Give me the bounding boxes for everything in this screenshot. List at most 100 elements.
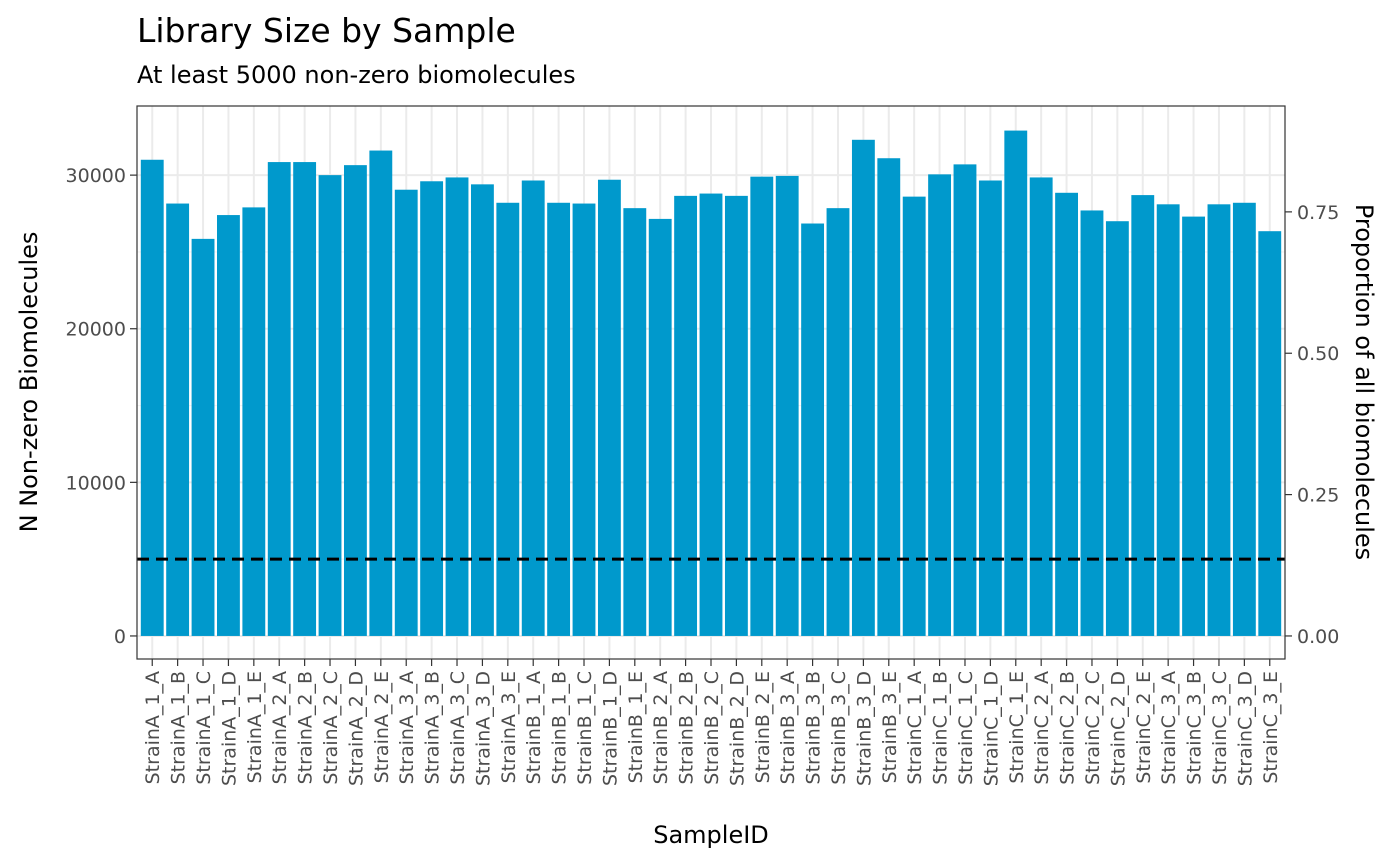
y2-tick-label: 0.25: [1297, 485, 1339, 507]
bar: [1105, 221, 1129, 636]
x-tick-label: StrainC_3_B: [1184, 671, 1206, 785]
x-tick-label: StrainA_3_E: [498, 671, 520, 783]
bar: [191, 238, 215, 636]
x-tick-label: StrainC_3_D: [1234, 671, 1256, 786]
x-tick-label: StrainA_2_C: [320, 671, 342, 785]
x-tick-label: StrainB_2_B: [676, 671, 698, 784]
x-tick-label: StrainA_1_B: [168, 671, 190, 784]
x-tick-label: StrainC_3_E: [1260, 671, 1282, 784]
bars: [140, 130, 1282, 636]
bar: [699, 193, 723, 636]
y2-tick-label: 0.00: [1297, 626, 1339, 648]
bar: [547, 202, 571, 636]
x-tick-label: StrainA_1_C: [193, 671, 215, 785]
x-tick-label: StrainB_1_B: [549, 671, 571, 784]
bar: [902, 196, 926, 636]
x-tick-label: StrainA_3_C: [447, 671, 469, 785]
x-tick-label: StrainC_1_C: [955, 671, 977, 785]
bar: [318, 175, 342, 636]
y-tick-label: 30000: [66, 165, 126, 187]
bar: [750, 176, 774, 636]
bar: [724, 195, 748, 636]
x-tick-label: StrainC_1_E: [1006, 671, 1028, 784]
x-tick-label: StrainC_3_C: [1209, 671, 1231, 785]
y-axis-right: 0.00 0.25 0.50 0.75: [1285, 202, 1339, 648]
x-tick-label: StrainB_1_A: [523, 671, 545, 784]
x-tick-label: StrainC_3_A: [1158, 671, 1180, 785]
bar: [420, 181, 444, 636]
bar: [953, 164, 977, 636]
bar: [166, 203, 190, 636]
x-tick-label: StrainB_3_E: [879, 671, 901, 783]
y-axis-left: 0 10000 20000 30000: [66, 165, 137, 648]
y2-tick-label: 0.50: [1297, 343, 1339, 365]
x-tick-label: StrainB_2_C: [701, 671, 723, 785]
bar: [775, 175, 799, 636]
bar: [1232, 202, 1256, 636]
bar: [1131, 195, 1155, 636]
bar: [470, 184, 494, 636]
bar: [1258, 231, 1282, 636]
x-tick-label: StrainA_1_D: [218, 671, 240, 786]
y-tick-label: 10000: [66, 472, 126, 494]
bar: [242, 207, 266, 636]
bar: [293, 162, 317, 636]
bar: [1029, 177, 1053, 636]
x-tick-label: StrainB_3_A: [777, 671, 799, 784]
chart-title: Library Size by Sample: [137, 11, 516, 50]
x-tick-label: StrainA_2_B: [295, 671, 317, 784]
x-tick-label: StrainC_1_D: [980, 671, 1002, 786]
bar: [928, 174, 952, 636]
bar: [877, 158, 901, 636]
bar: [597, 179, 621, 636]
y-tick-label: 0: [114, 626, 126, 648]
bar: [521, 180, 545, 636]
x-tick-label: StrainC_2_B: [1057, 671, 1079, 785]
x-tick-label: StrainB_1_C: [574, 671, 596, 785]
x-tick-label: StrainA_2_E: [371, 671, 393, 783]
bar: [978, 180, 1002, 636]
x-tick-label: StrainB_2_A: [650, 671, 672, 784]
x-tick-label: StrainA_3_D: [472, 671, 494, 786]
bar: [394, 189, 418, 636]
bar: [267, 162, 291, 636]
bar: [140, 159, 164, 636]
x-tick-label: StrainB_1_E: [625, 671, 647, 783]
x-tick-label: StrainC_1_B: [930, 671, 952, 785]
bar: [343, 165, 367, 636]
y2-axis-title: Proportion of all biomolecules: [1350, 204, 1378, 560]
x-tick-label: StrainA_3_B: [422, 671, 444, 784]
bar: [1080, 210, 1104, 636]
x-axis-title: SampleID: [653, 821, 769, 849]
x-tick-label: StrainC_2_D: [1107, 671, 1129, 786]
x-tick-label: StrainB_2_D: [726, 671, 748, 786]
bar: [648, 218, 672, 636]
x-tick-label: StrainB_3_D: [853, 671, 875, 786]
x-tick-label: StrainA_1_A: [142, 671, 164, 784]
bar: [217, 215, 240, 636]
y-axis-title: N Non-zero Biomolecules: [15, 232, 43, 533]
bar: [1182, 216, 1205, 636]
x-tick-label: StrainC_2_E: [1133, 671, 1155, 784]
x-tick-label: StrainC_2_C: [1082, 671, 1104, 785]
bar: [1207, 204, 1231, 636]
x-tick-label: StrainB_3_C: [828, 671, 850, 785]
x-tick-label: StrainB_2_E: [752, 671, 774, 783]
x-tick-label: StrainA_1_E: [244, 671, 266, 783]
x-tick-label: StrainC_2_A: [1031, 671, 1053, 785]
bar: [1156, 204, 1180, 636]
bar: [496, 202, 520, 636]
x-tick-label: StrainA_2_D: [345, 671, 367, 786]
x-tick-label: StrainB_3_B: [803, 671, 825, 784]
bar: [572, 203, 596, 636]
x-tick-label: StrainA_2_A: [269, 671, 291, 784]
bar: [369, 150, 393, 636]
bar: [445, 177, 469, 636]
bar: [623, 208, 647, 636]
y-tick-label: 20000: [66, 319, 126, 341]
bar: [826, 208, 850, 636]
bar: [1004, 130, 1028, 636]
bar: [801, 223, 825, 636]
y2-tick-label: 0.75: [1297, 202, 1339, 224]
